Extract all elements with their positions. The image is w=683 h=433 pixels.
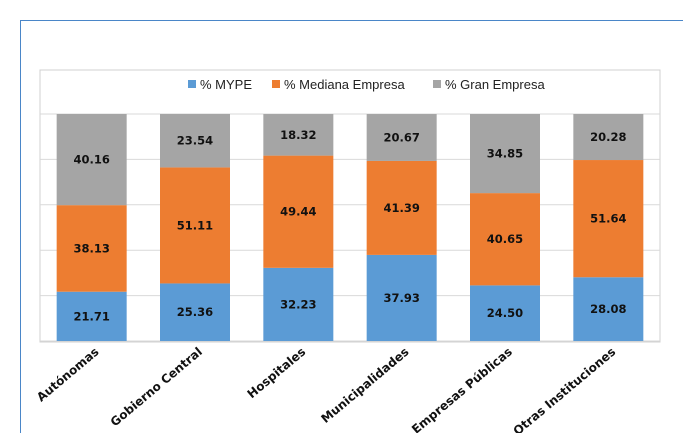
legend-swatch — [433, 80, 441, 88]
bar-segment — [56, 205, 127, 292]
category-labels: Autónomas Gobierno Central Hospitales Munic… — [34, 345, 618, 433]
data-label: 49.44 — [280, 205, 316, 219]
bar-segment — [573, 114, 644, 161]
bar-segment — [573, 160, 644, 278]
category-label: Otras Instituciones — [511, 345, 619, 433]
category-label: Hospitales — [245, 345, 309, 402]
bar-segment — [573, 277, 644, 341]
data-label: 41.39 — [383, 201, 419, 215]
data-label: 18.32 — [280, 128, 316, 142]
bar-segment — [263, 267, 334, 341]
bar-segment — [160, 167, 230, 284]
data-label: 21.71 — [73, 309, 109, 323]
bar-segment — [160, 113, 230, 168]
legend-label: % Mediana Empresa — [284, 77, 405, 92]
legend-swatch — [188, 80, 196, 88]
bar-segment — [366, 160, 437, 255]
data-label: 40.16 — [73, 153, 109, 167]
data-label: 24.50 — [487, 306, 523, 320]
bar-segment — [56, 291, 127, 341]
bar-segment — [366, 254, 437, 341]
data-label: 40.65 — [487, 232, 523, 246]
legend-swatch — [272, 80, 280, 88]
bar-labels: 21.71 38.13 40.16 25.36 51.11 23.54 32.23 49.44… — [73, 128, 626, 324]
category-label: Gobierno Central — [108, 345, 205, 430]
data-label: 20.28 — [590, 130, 626, 144]
category-label: Municipalidades — [318, 345, 411, 426]
data-label: 23.54 — [177, 134, 213, 148]
data-label: 51.11 — [177, 218, 213, 232]
bar-segment — [366, 114, 437, 161]
gridlines — [40, 113, 660, 342]
bar-segment — [470, 114, 540, 194]
bar-segment — [470, 193, 540, 286]
bar-segment — [263, 114, 334, 156]
data-label: 37.93 — [383, 291, 419, 305]
data-label: 25.36 — [177, 305, 213, 319]
page-frame — [20, 20, 683, 433]
legend: % MYPE % Mediana Empresa % Gran Empresa — [188, 77, 545, 92]
category-label: Empresas Públicas — [409, 345, 515, 433]
bars — [56, 113, 644, 341]
data-label: 28.08 — [590, 302, 626, 316]
data-label: 51.64 — [590, 212, 626, 226]
data-label: 32.23 — [280, 297, 316, 311]
bar-segment — [160, 283, 230, 341]
data-label: 34.85 — [487, 147, 523, 161]
data-label: 38.13 — [73, 241, 109, 255]
legend-label: % Gran Empresa — [445, 77, 545, 92]
legend-label: % MYPE — [200, 77, 252, 92]
data-label: 20.67 — [383, 130, 419, 144]
bar-segment — [263, 155, 334, 268]
bar-segment — [56, 114, 127, 206]
chart-border — [39, 69, 661, 343]
category-label: Autónomas — [34, 345, 101, 405]
bar-segment — [470, 285, 540, 341]
